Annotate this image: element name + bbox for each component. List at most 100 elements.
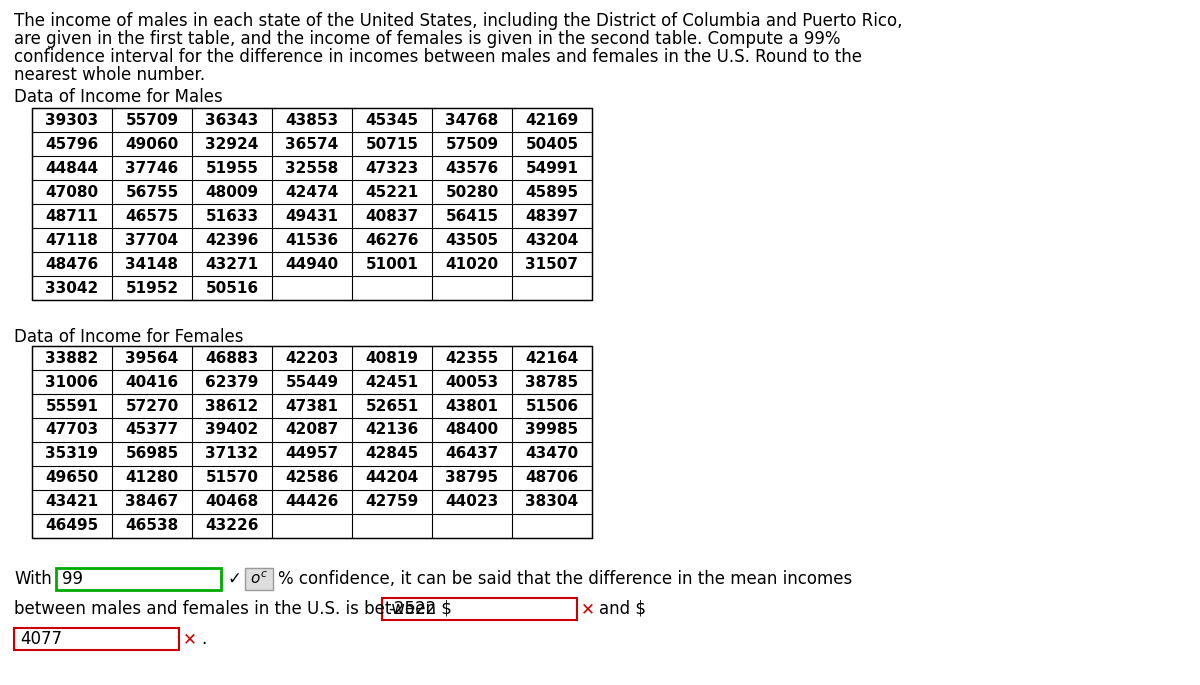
Text: 56985: 56985 [125,447,179,462]
Text: 49650: 49650 [46,471,98,486]
Text: 42136: 42136 [365,423,419,438]
Text: 51506: 51506 [526,399,578,414]
Text: 46538: 46538 [125,519,179,534]
Text: 45345: 45345 [366,112,419,127]
Text: 47118: 47118 [46,232,98,247]
Text: 47703: 47703 [46,423,98,438]
Text: 37704: 37704 [126,232,179,247]
Text: 42169: 42169 [526,112,578,127]
Text: 42203: 42203 [286,351,338,366]
Text: 49060: 49060 [125,136,179,151]
Text: between males and females in the U.S. is between $: between males and females in the U.S. is… [14,600,452,618]
Text: 45377: 45377 [126,423,179,438]
Text: ✕: ✕ [182,630,197,648]
Text: 39402: 39402 [205,423,259,438]
Text: 42451: 42451 [366,375,419,390]
Text: 37746: 37746 [125,160,179,175]
Text: With: With [14,570,52,588]
Text: ✓: ✓ [227,570,241,588]
Text: 44957: 44957 [286,447,338,462]
Text: Data of Income for Females: Data of Income for Females [14,328,244,346]
Text: 34148: 34148 [126,256,179,271]
Text: 52651: 52651 [365,399,419,414]
Text: 41020: 41020 [445,256,498,271]
Text: 43470: 43470 [526,447,578,462]
Text: 43204: 43204 [526,232,578,247]
Text: 40416: 40416 [126,375,179,390]
Text: 45895: 45895 [526,184,578,199]
Text: 54991: 54991 [526,160,578,175]
Text: 43853: 43853 [286,112,338,127]
Text: 44844: 44844 [46,160,98,175]
Text: 39303: 39303 [46,112,98,127]
Text: confidence interval for the difference in incomes between males and females in t: confidence interval for the difference i… [14,48,862,66]
Text: and $: and $ [599,600,646,618]
Bar [56,568,221,590]
Text: 42759: 42759 [365,495,419,510]
Text: 45796: 45796 [46,136,98,151]
Text: 43271: 43271 [205,256,258,271]
Text: 34768: 34768 [445,112,499,127]
Bar [245,568,274,590]
Text: $o^c$: $o^c$ [250,571,268,587]
Text: 32924: 32924 [205,136,259,151]
Text: 33042: 33042 [46,280,98,295]
Text: % confidence, it can be said that the difference in the mean incomes: % confidence, it can be said that the di… [278,570,852,588]
Text: 47381: 47381 [286,399,338,414]
Text: 36574: 36574 [286,136,338,151]
Text: 45221: 45221 [365,184,419,199]
Text: 39985: 39985 [526,423,578,438]
Bar [32,108,592,300]
Bar [382,598,577,620]
Text: 47080: 47080 [46,184,98,199]
Text: 33882: 33882 [46,351,98,366]
Text: 42396: 42396 [205,232,259,247]
Text: 42355: 42355 [445,351,499,366]
Text: 42586: 42586 [286,471,338,486]
Text: 56755: 56755 [125,184,179,199]
Text: 40468: 40468 [205,495,259,510]
Text: 55591: 55591 [46,399,98,414]
Text: 55449: 55449 [286,375,338,390]
Text: 50516: 50516 [205,280,258,295]
Text: 48711: 48711 [46,208,98,223]
Text: 42087: 42087 [286,423,338,438]
Text: 41280: 41280 [126,471,179,486]
Text: 50280: 50280 [445,184,499,199]
Text: 48476: 48476 [46,256,98,271]
Text: 35319: 35319 [46,447,98,462]
Text: 55709: 55709 [126,112,179,127]
Text: 46575: 46575 [125,208,179,223]
Text: 51955: 51955 [205,160,258,175]
Text: 57509: 57509 [445,136,498,151]
Text: 48400: 48400 [445,423,498,438]
Text: 38785: 38785 [526,375,578,390]
Bar [14,628,179,650]
Text: 46883: 46883 [205,351,259,366]
Text: .: . [202,630,206,648]
Text: 42164: 42164 [526,351,578,366]
Text: 31006: 31006 [46,375,98,390]
Text: 46437: 46437 [445,447,499,462]
Text: 57270: 57270 [125,399,179,414]
Text: 51952: 51952 [126,280,179,295]
Text: 43226: 43226 [205,519,259,534]
Text: -2522: -2522 [388,600,437,618]
Text: 47323: 47323 [365,160,419,175]
Text: Data of Income for Males: Data of Income for Males [14,88,223,106]
Text: 43421: 43421 [46,495,98,510]
Text: 42474: 42474 [286,184,338,199]
Text: 51570: 51570 [205,471,258,486]
Text: 44204: 44204 [365,471,419,486]
Text: 50405: 50405 [526,136,578,151]
Text: 51633: 51633 [205,208,258,223]
Text: 99: 99 [62,570,83,588]
Text: 46276: 46276 [365,232,419,247]
Text: 39564: 39564 [125,351,179,366]
Text: are given in the first table, and the income of females is given in the second t: are given in the first table, and the in… [14,30,840,48]
Text: 38612: 38612 [205,399,259,414]
Text: nearest whole number.: nearest whole number. [14,66,205,84]
Bar [32,346,592,538]
Text: 31507: 31507 [526,256,578,271]
Text: 44426: 44426 [286,495,338,510]
